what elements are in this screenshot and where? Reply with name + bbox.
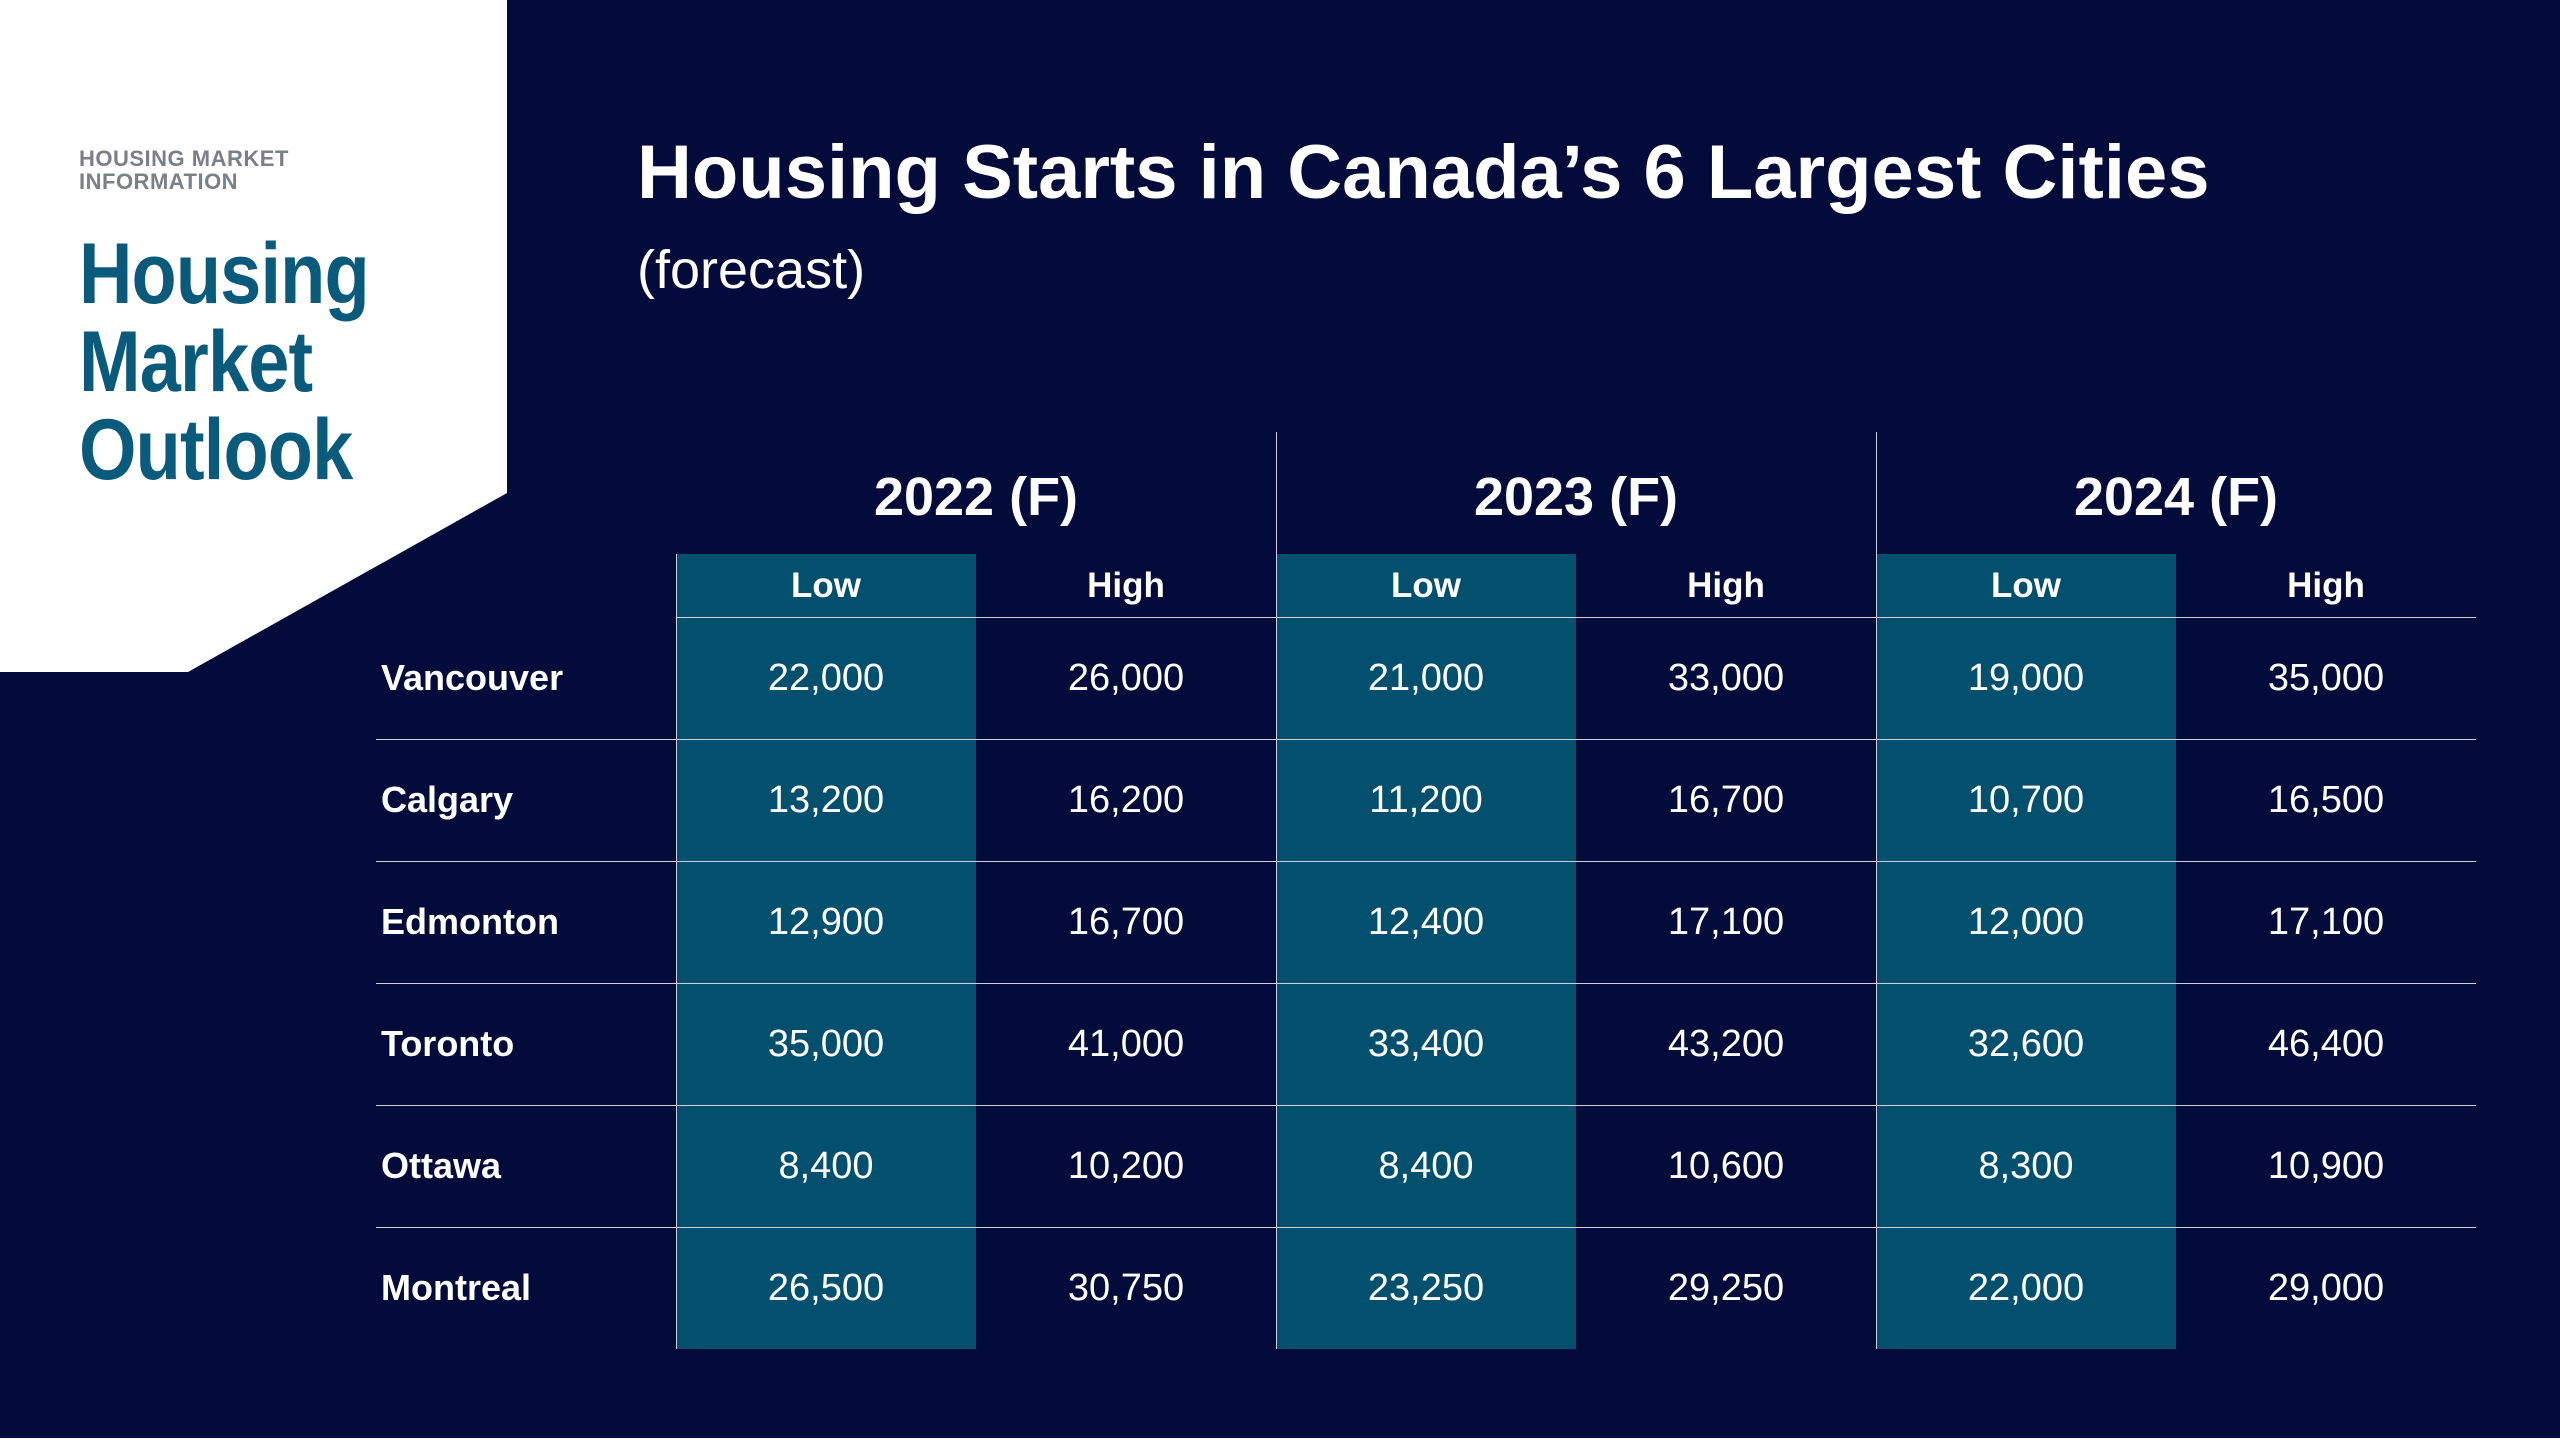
table-cell: 26,500 — [767, 1267, 885, 1309]
table-cell: 10,700 — [1967, 779, 2085, 821]
table-cell: 10,600 — [1667, 1145, 1785, 1187]
low-column-band — [1276, 554, 1576, 1349]
table-cell: 43,200 — [1667, 1023, 1785, 1065]
header-divider — [676, 617, 2476, 618]
row-divider — [376, 861, 2476, 862]
table-cell: 12,000 — [1967, 901, 2085, 943]
table-cell: 16,200 — [1067, 779, 1185, 821]
table-cell: 17,100 — [2267, 901, 2385, 943]
city-label: Ottawa — [381, 1145, 502, 1186]
table-cell: 41,000 — [1067, 1023, 1185, 1065]
subcolumn-header-low: Low — [1391, 566, 1461, 605]
table-cell: 12,400 — [1367, 901, 1485, 943]
table-cell: 26,000 — [1067, 657, 1185, 699]
year-header: 2023 (F) — [1473, 467, 1679, 527]
table-cell: 29,250 — [1667, 1267, 1785, 1309]
column-separator — [1276, 432, 1277, 1349]
brand-title: Housing Market Outlook — [79, 230, 423, 494]
table-cell: 13,200 — [767, 779, 885, 821]
chart-subtitle: (forecast) — [637, 240, 866, 300]
table-cell: 10,200 — [1067, 1145, 1185, 1187]
row-divider — [376, 1227, 2476, 1228]
table-cell: 33,000 — [1667, 657, 1785, 699]
city-label: Vancouver — [381, 657, 564, 698]
table-cell: 8,300 — [1978, 1145, 2074, 1187]
low-column-band — [676, 554, 976, 1349]
table-cell: 30,750 — [1067, 1267, 1185, 1309]
table-cell: 19,000 — [1967, 657, 2085, 699]
table-cell: 17,100 — [1667, 901, 1785, 943]
table-cell: 29,000 — [2267, 1267, 2385, 1309]
table-cell: 16,500 — [2267, 779, 2385, 821]
low-column-band — [1876, 554, 2176, 1349]
row-divider — [376, 739, 2476, 740]
subcolumn-header-low: Low — [791, 566, 861, 605]
brand-title-line-3: Outlook — [79, 402, 353, 498]
table-cell: 11,200 — [1369, 779, 1483, 821]
subcolumn-header-high: High — [1087, 566, 1165, 605]
table-cell: 10,900 — [2267, 1145, 2385, 1187]
year-header: 2022 (F) — [873, 467, 1079, 527]
row-divider — [376, 983, 2476, 984]
row-divider — [376, 1105, 2476, 1106]
table-cell: 12,900 — [767, 901, 885, 943]
brand-panel: HOUSING MARKET INFORMATION Housing Marke… — [0, 0, 507, 672]
chart-title: Housing Starts in Canada’s 6 Largest Cit… — [637, 130, 2210, 215]
subcolumn-header-low: Low — [1991, 566, 2061, 605]
city-label: Toronto — [381, 1023, 515, 1064]
table-cell: 35,000 — [2267, 657, 2385, 699]
column-separator — [676, 554, 677, 1349]
year-header: 2024 (F) — [2073, 467, 2279, 527]
brand-title-line-1: Housing — [79, 226, 370, 322]
table-cell: 33,400 — [1367, 1023, 1485, 1065]
table-cell: 35,000 — [767, 1023, 885, 1065]
city-label: Calgary — [381, 779, 514, 820]
table-cell: 8,400 — [778, 1145, 874, 1187]
table-cell: 8,400 — [1378, 1145, 1474, 1187]
city-label: Montreal — [381, 1267, 532, 1308]
subcolumn-header-high: High — [1687, 566, 1765, 605]
table-cell: 21,000 — [1367, 657, 1485, 699]
table-cell: 23,250 — [1367, 1267, 1485, 1309]
column-separator — [1876, 432, 1877, 1349]
city-label: Edmonton — [381, 901, 559, 942]
subcolumn-header-high: High — [2287, 566, 2365, 605]
brand-title-line-2: Market — [79, 314, 313, 410]
table-cell: 22,000 — [767, 657, 885, 699]
table-cell: 46,400 — [2267, 1023, 2385, 1065]
table-cell: 32,600 — [1967, 1023, 2085, 1065]
table-cell: 16,700 — [1667, 779, 1785, 821]
brand-kicker: HOUSING MARKET INFORMATION — [79, 146, 289, 194]
table-cell: 22,000 — [1967, 1267, 2085, 1309]
table-cell: 16,700 — [1067, 901, 1185, 943]
